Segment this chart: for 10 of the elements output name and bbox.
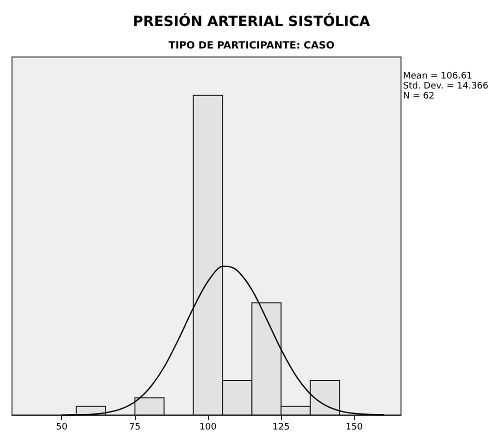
text: Mean = 106.61	[403, 72, 472, 82]
x-tick-label: 75	[129, 422, 141, 432]
x-tick-label: 150	[346, 422, 364, 432]
x-tick-label: 100	[199, 422, 217, 432]
text: N = 62	[403, 92, 434, 102]
text: Std. Dev. = 14.366	[403, 82, 489, 92]
x-tick-label: 50	[56, 422, 68, 432]
chart-subtitle: TIPO DE PARTICIPANTE: CASO	[168, 40, 334, 52]
x-tick-label: 125	[272, 422, 290, 432]
chart-title: PRESIÓN ARTERIAL SISTÓLICA	[132, 13, 370, 30]
